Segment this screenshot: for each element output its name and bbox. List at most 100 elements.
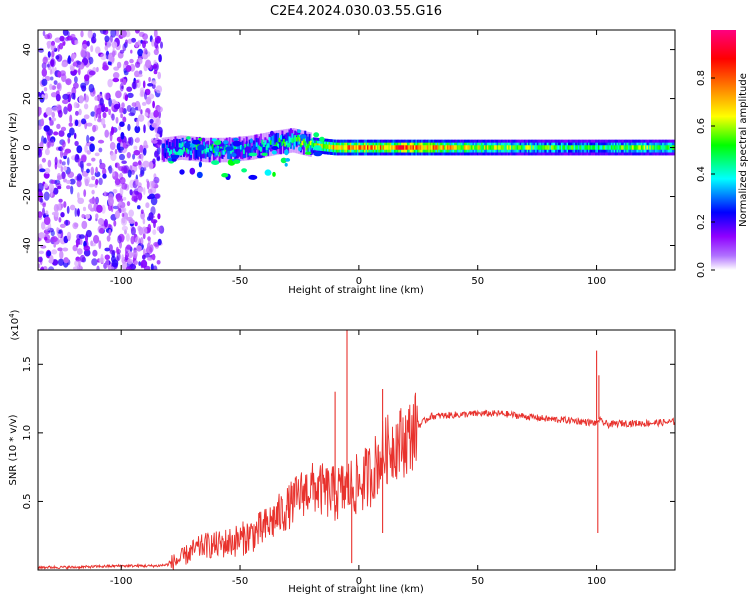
noise-speckle xyxy=(119,186,124,196)
noise-speckle xyxy=(125,233,130,242)
noise-speckle xyxy=(76,241,79,248)
noise-speckle xyxy=(44,226,51,231)
signal-cell xyxy=(513,145,516,150)
signal-cell xyxy=(635,145,638,150)
signal-cell xyxy=(570,145,573,150)
signal-cell xyxy=(254,145,257,156)
noise-speckle xyxy=(44,236,48,241)
noise-speckle xyxy=(97,139,105,144)
noise-speckle xyxy=(111,259,119,268)
signal-cell xyxy=(526,145,529,150)
signal-cell xyxy=(338,145,341,150)
signal-cell xyxy=(171,142,174,159)
noise-speckle xyxy=(127,123,131,132)
signal-cell xyxy=(218,152,221,157)
noise-speckle xyxy=(104,92,110,101)
signal-cell xyxy=(294,136,297,147)
y-tick-label: -40 xyxy=(22,237,33,253)
signal-cell xyxy=(195,145,198,150)
y-tick-label: 1.0 xyxy=(22,425,33,441)
signal-cell xyxy=(598,145,600,150)
noise-speckle xyxy=(134,125,141,134)
signal-cell xyxy=(458,145,461,150)
noise-speckle xyxy=(76,248,83,255)
signal-cell xyxy=(521,145,523,150)
signal-cell xyxy=(308,141,311,146)
noise-speckle xyxy=(79,254,86,263)
signal-cell xyxy=(432,145,435,150)
noise-speckle xyxy=(151,253,156,261)
signal-cell xyxy=(446,145,449,150)
noise-speckle xyxy=(127,137,132,144)
x-tick-label: -100 xyxy=(110,576,133,587)
noise-speckle xyxy=(38,232,45,239)
noise-speckle xyxy=(74,76,78,84)
noise-speckle xyxy=(142,147,147,156)
noise-speckle xyxy=(151,139,158,144)
noise-speckle xyxy=(119,153,125,161)
signal-cell xyxy=(619,145,622,150)
snr-y-axis-label: SNR (10 * v/v) xyxy=(8,414,19,485)
noise-speckle xyxy=(140,259,148,268)
signal-cell xyxy=(271,140,274,146)
signal-cell xyxy=(636,145,639,150)
signal-cell xyxy=(469,145,472,150)
signal-cell xyxy=(629,145,632,150)
noise-speckle xyxy=(154,193,161,200)
signal-cell xyxy=(168,151,171,156)
signal-cell xyxy=(265,145,268,150)
noise-speckle xyxy=(116,197,124,203)
noise-speckle xyxy=(141,226,148,235)
noise-speckle xyxy=(137,191,143,201)
signal-cell xyxy=(454,145,456,150)
noise-speckle xyxy=(77,197,85,204)
signal-cell xyxy=(258,145,261,156)
signal-cell xyxy=(264,144,267,155)
signal-cell xyxy=(556,145,559,150)
noise-speckle xyxy=(66,231,72,241)
signal-blob xyxy=(256,155,264,159)
noise-speckle xyxy=(91,176,96,181)
noise-speckle xyxy=(156,156,161,162)
noise-speckle xyxy=(104,129,109,138)
signal-blob xyxy=(225,146,234,151)
signal-blob xyxy=(319,136,325,142)
noise-speckle xyxy=(142,254,146,260)
noise-speckle xyxy=(148,93,155,100)
noise-speckle xyxy=(46,40,53,47)
noise-speckle xyxy=(157,71,161,80)
figure-title: C2E4.2024.030.03.55.G16 xyxy=(270,4,442,19)
noise-speckle xyxy=(119,121,125,127)
signal-cell xyxy=(516,145,519,150)
signal-cell xyxy=(297,135,300,146)
noise-speckle xyxy=(153,176,160,184)
signal-cell xyxy=(257,141,260,158)
noise-speckle xyxy=(69,127,75,136)
signal-cell xyxy=(481,145,483,150)
noise-speckle xyxy=(88,70,96,76)
signal-cell xyxy=(626,145,629,150)
signal-cell xyxy=(395,145,398,150)
signal-cell xyxy=(247,143,250,148)
signal-cell xyxy=(228,137,231,153)
signal-cell xyxy=(486,145,489,150)
signal-cell xyxy=(215,150,218,155)
noise-speckle xyxy=(151,39,155,47)
signal-cell xyxy=(237,144,240,149)
signal-cell xyxy=(321,143,324,149)
noise-speckle xyxy=(56,123,61,129)
signal-cell xyxy=(612,145,615,150)
noise-speckle xyxy=(125,39,128,45)
noise-speckle xyxy=(94,96,98,101)
noise-speckle xyxy=(119,49,125,54)
noise-speckle xyxy=(84,74,90,82)
noise-speckle xyxy=(156,37,161,44)
signal-cell xyxy=(344,145,347,150)
signal-cell xyxy=(471,145,474,150)
signal-cell xyxy=(580,145,583,150)
noise-speckle xyxy=(147,257,153,261)
noise-speckle xyxy=(65,219,69,226)
signal-blob xyxy=(221,173,229,178)
x-tick-label: 100 xyxy=(587,576,606,587)
noise-speckle xyxy=(122,116,127,123)
